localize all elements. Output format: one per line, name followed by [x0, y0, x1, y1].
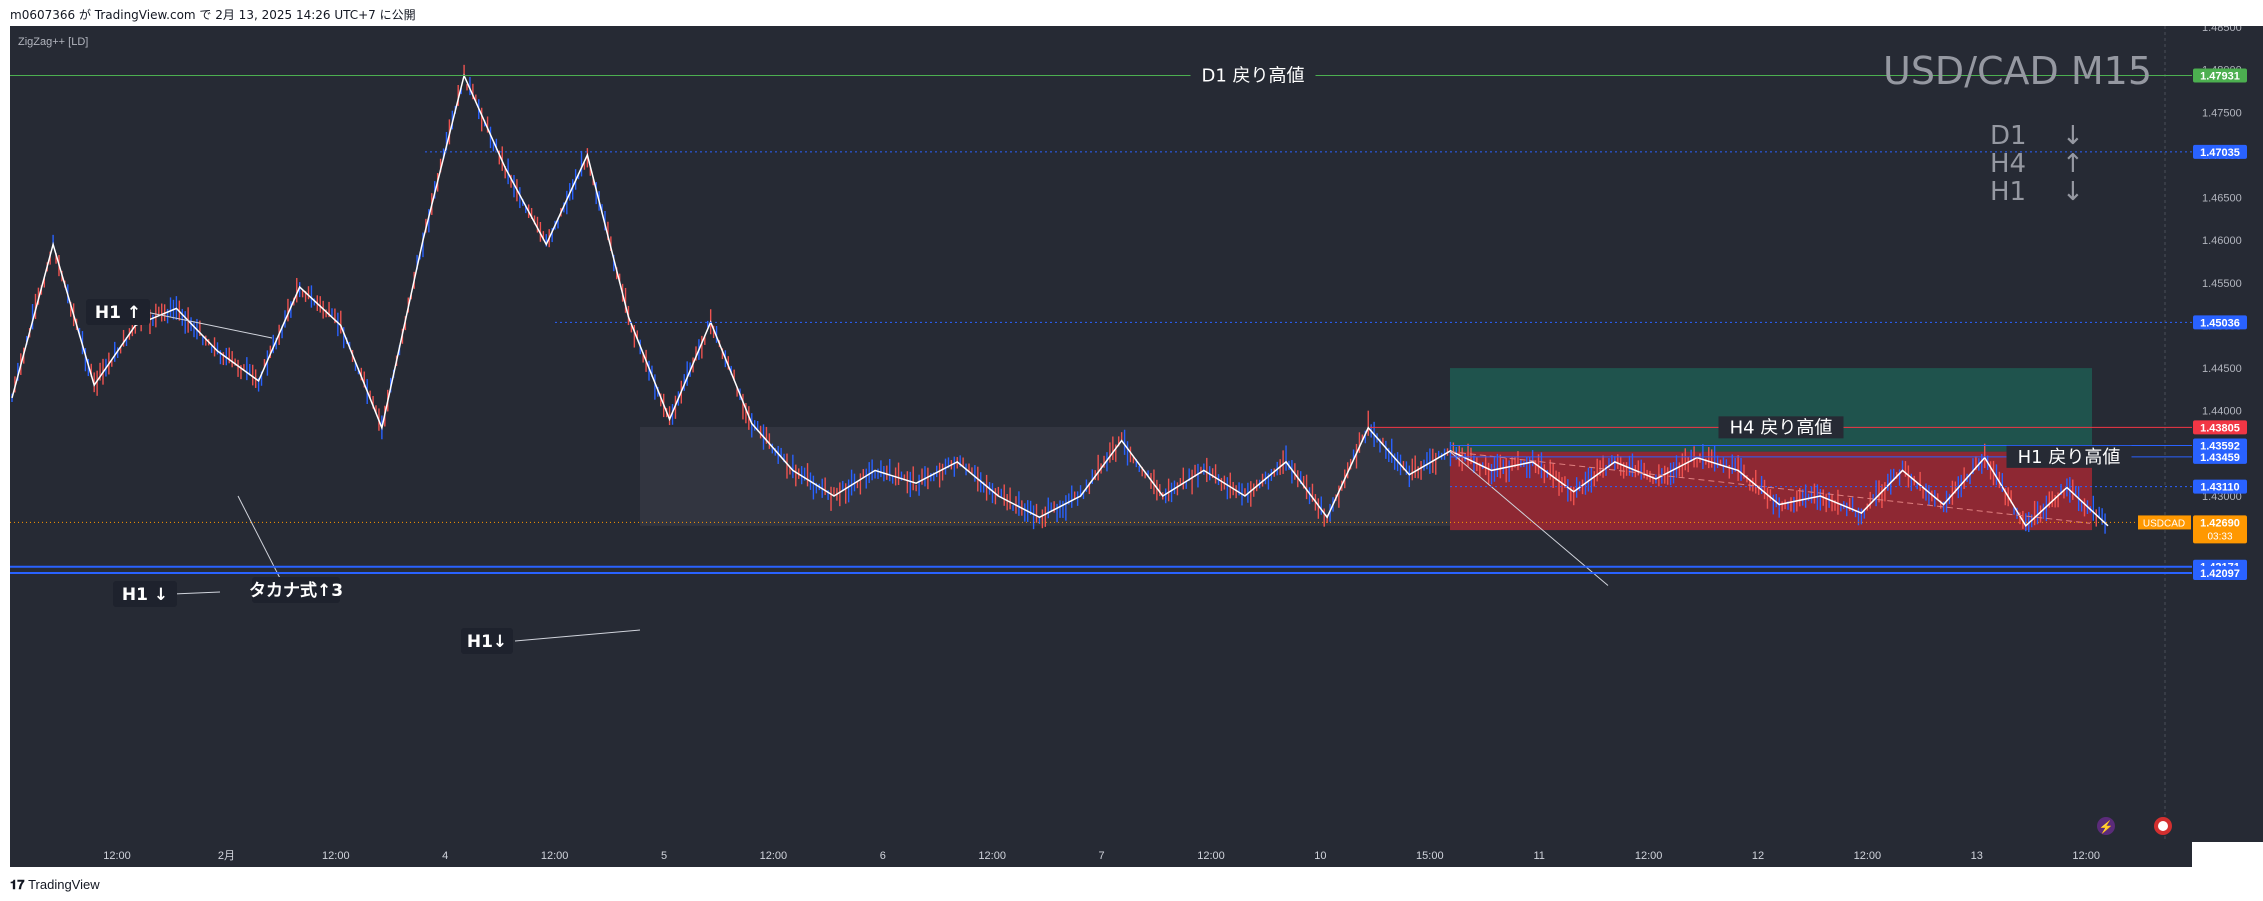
- svg-text:1.43459: 1.43459: [2200, 452, 2240, 464]
- annotation-text: タカナ式↑3: [249, 580, 343, 601]
- price-tick-label: 1.43000: [2202, 491, 2242, 503]
- time-tick-label: 12:00: [322, 850, 350, 862]
- svg-text:1.43805: 1.43805: [2200, 422, 2240, 434]
- level-label: D1 戻り高値: [1201, 66, 1304, 87]
- time-tick-label: 7: [1099, 850, 1105, 862]
- level-price-tag: 1.43459: [2193, 449, 2247, 464]
- annotation-text: H1 ↓: [122, 585, 168, 605]
- annotation-box[interactable]: [252, 577, 340, 603]
- price-chart[interactable]: H1 ↑H1 ↓ タカナ式↑3H1↓ 12:00 2月 12:00 4 12:00 5 12:…: [0, 26, 2263, 867]
- time-tick-label: 6: [880, 850, 886, 862]
- svg-text:03:33: 03:33: [2207, 531, 2232, 542]
- time-tick-label: 5: [661, 850, 667, 862]
- level-price-tag: 1.47931: [2193, 68, 2247, 83]
- trend-arrow: ↓: [2062, 121, 2084, 151]
- level-price-tag: 1.45036: [2193, 315, 2247, 330]
- price-tick-label: 1.44000: [2202, 406, 2242, 418]
- trend-timeframe: H1: [1990, 177, 2026, 207]
- current-price-symbol-tag: USDCAD: [2138, 515, 2191, 530]
- time-axis[interactable]: [10, 842, 2192, 867]
- time-tick-label: 13: [1971, 850, 1983, 862]
- time-tick-label: 12: [1752, 850, 1764, 862]
- time-tick-label: 12:00: [1197, 850, 1225, 862]
- level-label: H1 戻り高値: [2018, 447, 2121, 468]
- tradingview-logo-text: TradingView: [28, 877, 100, 892]
- price-tick-label: 1.44500: [2202, 363, 2242, 375]
- publish-header: m0607366 が TradingView.com で 2月 13, 2025…: [0, 0, 2263, 26]
- projection-line: [1449, 451, 1609, 586]
- trend-arrow: ↑: [2062, 149, 2084, 179]
- footer: 𝟏𝟕 TradingView: [0, 867, 2263, 901]
- trend-timeframe: H4: [1990, 149, 2026, 179]
- publish-text: m0607366 が TradingView.com で 2月 13, 2025…: [10, 8, 416, 22]
- time-tick-label: 11: [1533, 850, 1544, 862]
- time-tick-label: 12:00: [541, 850, 569, 862]
- tradingview-logo[interactable]: 𝟏𝟕 TradingView: [10, 877, 100, 892]
- svg-text:1.43592: 1.43592: [2200, 441, 2240, 453]
- svg-text:1.43110: 1.43110: [2200, 482, 2239, 494]
- time-tick-label: 12:00: [1635, 850, 1663, 862]
- level-price-tag: 1.43592: [2193, 438, 2247, 453]
- level-price-tag: 1.43805: [2193, 420, 2247, 435]
- indicator-label: ZigZag++ [LD]: [18, 36, 88, 48]
- annotation-text: H1 ↑: [95, 303, 141, 323]
- level-price-tag: 1.42097: [2193, 566, 2247, 581]
- zigzag-line: [11, 73, 2109, 528]
- annotation-pointer: [145, 311, 273, 339]
- time-tick-label: 2月: [218, 850, 235, 862]
- trend-arrow: ↓: [2062, 177, 2084, 207]
- svg-text:1.42690: 1.42690: [2200, 517, 2240, 529]
- level-price-tag: 1.47035: [2193, 144, 2247, 159]
- time-tick-label: 12:00: [1854, 850, 1882, 862]
- svg-text:1.45036: 1.45036: [2200, 317, 2240, 329]
- lightning-event-icon[interactable]: ⚡: [2097, 817, 2115, 835]
- trend-timeframe: D1: [1990, 121, 2027, 151]
- watermark-title: USD/CAD M15: [1883, 49, 2152, 93]
- us-flag-event-icon[interactable]: [2154, 817, 2172, 835]
- svg-text:1.42097: 1.42097: [2200, 568, 2240, 580]
- price-tick-label: 1.45500: [2202, 278, 2242, 290]
- take-profit-zone: [1450, 368, 2092, 452]
- time-tick-label: 15:00: [1416, 850, 1444, 862]
- svg-text:1.47931: 1.47931: [2200, 71, 2240, 83]
- annotation-box[interactable]: [113, 581, 177, 607]
- time-tick-label: 12:00: [2072, 850, 2100, 862]
- annotation-pointer: [514, 629, 641, 642]
- level-label-bg: [1190, 64, 1316, 87]
- price-tick-label: 1.46000: [2202, 235, 2242, 247]
- level-label-bg: [1718, 416, 1844, 439]
- svg-text:1.47035: 1.47035: [2200, 147, 2240, 159]
- trend-line: [1449, 451, 2091, 524]
- annotation-pointer: [172, 591, 221, 595]
- time-tick-label: 12:00: [103, 850, 131, 862]
- time-tick-label: 12:00: [760, 850, 788, 862]
- svg-text:⚡: ⚡: [2099, 820, 2114, 834]
- annotation-text: H1↓: [467, 632, 507, 652]
- price-tick-label: 1.46500: [2202, 193, 2242, 205]
- time-tick-label: 4: [442, 850, 448, 862]
- annotation-box[interactable]: [461, 628, 513, 654]
- time-tick-label: 12:00: [978, 850, 1006, 862]
- svg-text:USDCAD: USDCAD: [2143, 518, 2185, 529]
- annotation-box[interactable]: [86, 299, 150, 325]
- price-tick-label: 1.47500: [2202, 107, 2242, 119]
- level-label-bg: [2006, 445, 2132, 468]
- level-price-tag: 1.43110: [2193, 479, 2247, 494]
- annotation-pointer: [237, 495, 287, 591]
- time-tick-label: 10: [1314, 850, 1326, 862]
- price-tick-label: 1.48500: [2202, 26, 2242, 34]
- level-label: H4 戻り高値: [1730, 417, 1833, 438]
- current-price-tag: 1.42690 03:33: [2193, 515, 2247, 544]
